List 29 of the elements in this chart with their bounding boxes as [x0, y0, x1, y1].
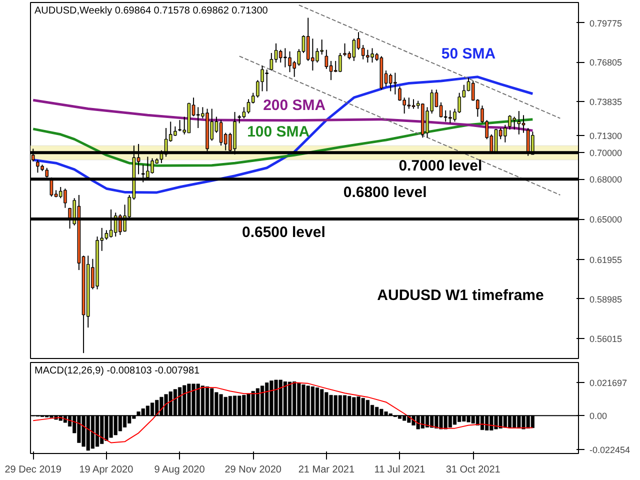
y-tick-label: 0.76805 — [590, 58, 622, 68]
y-tick-label: -0.022454 — [590, 445, 630, 456]
y-tick-label: 0.70000 — [590, 148, 622, 158]
ref-line-label: 0.6800 level — [343, 184, 427, 202]
y-tick-label: 0.71300 — [590, 130, 622, 141]
y-tick-label: 0.65000 — [590, 214, 622, 225]
chart-title: MACD(12,26,9) -0.008103 -0.007981 — [34, 366, 200, 376]
y-tick-label: 0.61955 — [590, 254, 622, 265]
chart-title: AUDUSD,Weekly 0.69864 0.71578 0.69862 0.71300 — [34, 6, 268, 16]
annotation: AUDUSD W1 timeframe — [377, 287, 544, 304]
y-tick-label: 0.58985 — [590, 294, 622, 304]
x-tick-label: 29 Nov 2020 — [224, 464, 282, 476]
series-label: 100 SMA — [247, 124, 310, 141]
series-label: 50 SMA — [441, 45, 496, 62]
y-tick-label: 0.73835 — [590, 97, 622, 108]
y-tick-label: 0.79775 — [590, 18, 622, 28]
ref-line-label: 0.7000 level — [398, 158, 482, 175]
x-tick-label: 31 Oct 2021 — [446, 464, 501, 476]
x-tick-label: 19 Apr 2020 — [79, 464, 134, 476]
series-label: 200 SMA — [263, 96, 326, 114]
x-tick-label: 9 Aug 2020 — [154, 464, 206, 476]
ref-line-label: 0.6500 level — [242, 224, 326, 242]
y-tick-label: 0.00 — [590, 411, 608, 422]
x-tick-label: 21 Mar 2021 — [298, 464, 355, 476]
y-tick-label: 0.021697 — [590, 378, 628, 388]
x-tick-label: 29 Dec 2019 — [4, 464, 62, 476]
y-tick-label: 0.68000 — [590, 174, 622, 185]
y-tick-label: 0.56015 — [590, 334, 622, 344]
x-tick-label: 11 Jul 2021 — [374, 464, 426, 476]
